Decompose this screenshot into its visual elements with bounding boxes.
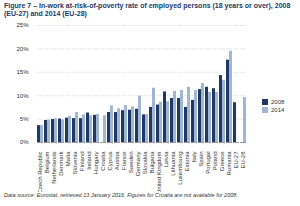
svg-text:25%: 25%: [16, 22, 29, 28]
html-text:2014: 2014: [271, 107, 285, 113]
svg-text:Romania: Romania: [226, 151, 232, 176]
svg-text:10%: 10%: [16, 93, 29, 99]
svg-text:Spain: Spain: [198, 152, 204, 167]
svg-text:Latvia: Latvia: [163, 151, 169, 168]
svg-text:Austria: Austria: [114, 151, 120, 170]
svg-text:0%: 0%: [20, 139, 29, 145]
svg-text:Sweden: Sweden: [128, 152, 134, 174]
svg-text:Portugal: Portugal: [205, 152, 211, 174]
svg-text:Croatia: Croatia: [100, 151, 106, 171]
svg-text:Slovakia: Slovakia: [142, 151, 148, 174]
svg-text:Luxembourg: Luxembourg: [177, 152, 183, 185]
html-text:Data source: Eurostat, retriev: Data source: Eurostat, retrieved 13 Janu…: [4, 192, 238, 198]
svg-text:Ireland: Ireland: [86, 152, 92, 170]
svg-text:Estonia: Estonia: [184, 151, 190, 172]
svg-text:Netherlands: Netherlands: [51, 152, 57, 184]
svg-text:Poland: Poland: [212, 152, 218, 171]
svg-text:EU-28: EU-28: [240, 151, 246, 169]
html-text:2008: 2008: [271, 99, 285, 105]
svg-text:Germany: Germany: [135, 152, 141, 177]
svg-text:5%: 5%: [20, 116, 29, 122]
svg-text:EU-27: EU-27: [233, 151, 239, 169]
svg-text:Greece: Greece: [219, 151, 225, 171]
svg-text:United Kingdom: United Kingdom: [156, 152, 162, 193]
svg-text:Italy: Italy: [191, 152, 197, 163]
svg-text:20%: 20%: [16, 46, 29, 52]
svg-text:Finland: Finland: [79, 152, 85, 172]
svg-text:Cyprus: Cyprus: [107, 152, 113, 171]
svg-text:France: France: [121, 151, 127, 170]
svg-text:Czech Republic: Czech Republic: [37, 152, 43, 193]
svg-text:Bulgaria: Bulgaria: [149, 151, 155, 174]
svg-text:Hungary: Hungary: [93, 152, 99, 175]
svg-text:Denmark: Denmark: [58, 151, 64, 176]
svg-text:Belgium: Belgium: [44, 152, 50, 174]
html-text:Figure 7 – In-work at-risk-of-: Figure 7 – In-work at-risk-of-poverty ra…: [4, 2, 291, 17]
svg-text:Lithuania: Lithuania: [170, 151, 176, 176]
svg-text:Malta: Malta: [65, 151, 71, 166]
svg-text:15%: 15%: [16, 69, 29, 75]
svg-text:Slovenia: Slovenia: [72, 151, 78, 175]
